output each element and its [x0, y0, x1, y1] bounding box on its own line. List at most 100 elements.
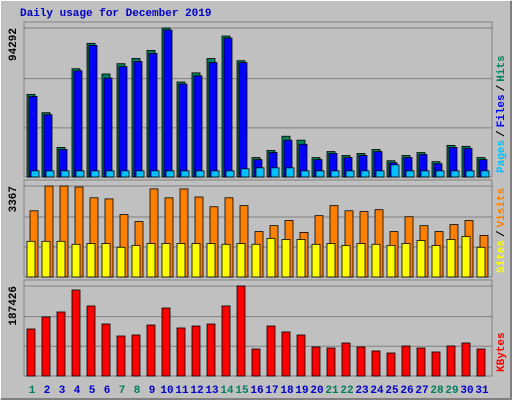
x-tick-label: 19 — [295, 385, 308, 397]
bar — [133, 61, 143, 178]
bar — [116, 246, 126, 278]
x-tick-label: 9 — [149, 385, 156, 397]
bar — [41, 316, 51, 377]
bar — [208, 62, 218, 178]
bar — [266, 237, 276, 278]
bar — [103, 77, 113, 178]
bar — [356, 243, 366, 278]
bar — [465, 170, 475, 178]
bar — [45, 170, 55, 178]
bar — [221, 305, 231, 377]
bar — [210, 170, 220, 178]
y-tick-label: 94292 — [8, 28, 20, 61]
bar — [223, 37, 233, 178]
x-tick-label: 2 — [44, 385, 51, 397]
y-tick-label: 187426 — [8, 286, 20, 326]
bar — [371, 243, 381, 278]
x-tick-label: 1 — [29, 385, 36, 397]
bar — [56, 311, 66, 377]
bar — [236, 285, 246, 377]
bar — [281, 331, 291, 377]
bar — [191, 325, 201, 377]
bar — [73, 70, 83, 178]
x-tick-label: 7 — [119, 385, 126, 397]
bar — [296, 334, 306, 377]
bar — [150, 170, 160, 178]
bar — [476, 348, 486, 377]
legend: Pages / Files / Hits — [496, 55, 508, 173]
bar — [476, 246, 486, 278]
bar — [435, 170, 445, 178]
bar — [375, 170, 385, 178]
bar — [30, 170, 40, 178]
bar — [236, 243, 246, 278]
x-tick-label: 12 — [190, 385, 203, 397]
bar — [300, 170, 310, 178]
bar — [118, 66, 128, 178]
legend-separator: / — [496, 130, 508, 137]
bar — [401, 243, 411, 278]
bar — [86, 243, 96, 278]
x-tick-label: 17 — [265, 385, 278, 397]
bar — [101, 243, 111, 278]
x-tick-label: 10 — [160, 385, 173, 397]
x-tick-label: 18 — [280, 385, 294, 397]
bar — [26, 240, 36, 278]
bar — [251, 243, 261, 278]
bar — [371, 350, 381, 377]
x-tick-label: 23 — [355, 385, 369, 397]
bar — [101, 323, 111, 377]
x-tick-label: 13 — [205, 385, 219, 397]
x-tick-label: 15 — [235, 385, 249, 397]
bar — [178, 83, 188, 178]
bar — [71, 243, 81, 278]
bar — [405, 170, 415, 178]
bar — [193, 75, 203, 178]
bar — [326, 347, 336, 377]
bar — [386, 244, 396, 278]
bar — [480, 170, 490, 178]
bar — [116, 335, 126, 377]
x-tick-label: 4 — [74, 385, 81, 397]
bar — [461, 236, 471, 278]
bar — [326, 243, 336, 278]
bar — [180, 170, 190, 178]
x-tick-label: 20 — [310, 385, 323, 397]
bar — [266, 325, 276, 377]
bar — [446, 239, 456, 278]
bar — [416, 240, 426, 278]
x-tick-label: 6 — [104, 385, 111, 397]
legend-separator: / — [496, 84, 508, 91]
legend-entry: Visits — [496, 188, 508, 228]
bar — [75, 170, 85, 178]
bar — [330, 170, 340, 178]
legend-separator: / — [496, 230, 508, 237]
x-tick-label: 27 — [415, 385, 428, 397]
bar — [105, 170, 115, 178]
bar — [461, 342, 471, 377]
bar — [131, 334, 141, 377]
bar — [296, 239, 306, 278]
x-tick-label: 8 — [134, 385, 141, 397]
bar — [163, 29, 173, 178]
legend-entry: Pages — [496, 140, 508, 173]
legend: KBytes — [496, 332, 508, 372]
x-tick-label: 28 — [430, 385, 444, 397]
bar — [341, 244, 351, 278]
bar — [176, 327, 186, 377]
x-tick-label: 21 — [325, 385, 339, 397]
bar — [311, 346, 321, 377]
x-tick-label: 22 — [340, 385, 353, 397]
bar — [420, 170, 430, 178]
bar — [431, 351, 441, 377]
bar — [345, 170, 355, 178]
bar — [386, 352, 396, 377]
x-tick-label: 24 — [370, 385, 384, 397]
legend-entry: Sites — [496, 240, 508, 273]
bar — [176, 243, 186, 278]
x-tick-label: 25 — [385, 385, 399, 397]
bar — [281, 239, 291, 278]
x-tick-label: 30 — [460, 385, 473, 397]
bar — [251, 348, 261, 377]
bar — [238, 62, 248, 178]
